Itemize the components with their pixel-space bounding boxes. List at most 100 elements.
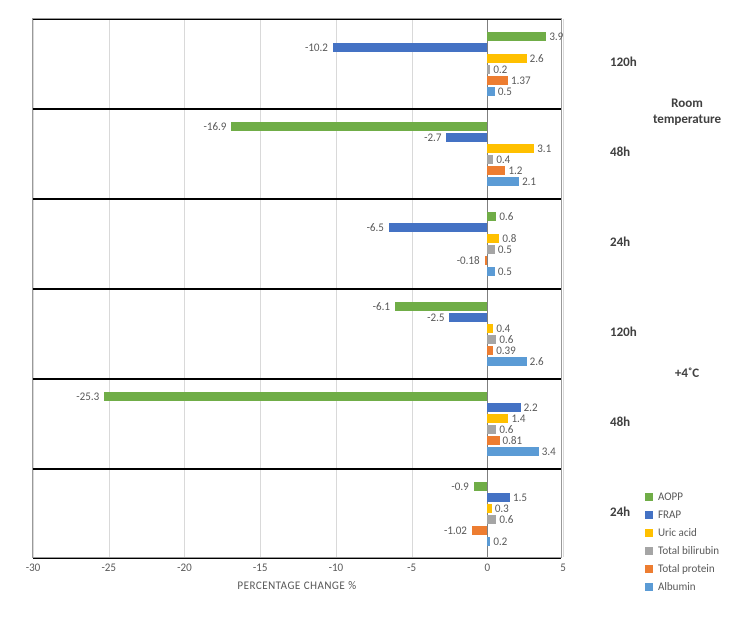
bar-label: 3.4 [542,445,556,458]
legend-label: AOPP [658,490,683,503]
bar-FRAP [389,223,487,232]
x-tick-label: -15 [253,561,268,574]
bar-Total_bilirubin [487,245,495,254]
legend-item: Uric acid [645,526,719,539]
bar-Uric_acid [487,324,493,333]
bar-label: -6.5 [367,221,384,234]
bar-label: 0.6 [499,513,513,526]
bar-label: 1.37 [511,74,531,87]
x-tick-label: -10 [329,561,344,574]
condition-label: Roomtemperature [632,96,742,127]
legend-swatch [645,565,653,573]
bar-AOPP [474,482,488,491]
chart-container: -30-25-20-15-10-505PERCENTAGE CHANGE %3.… [32,18,562,558]
bar-Total_bilirubin [487,335,496,344]
bar-AOPP [487,32,546,41]
bar-Uric_acid [487,144,534,153]
bar-FRAP [449,313,487,322]
bar-Total_protein [485,256,488,265]
legend-item: Total protein [645,562,719,575]
group-label: 24h [610,235,630,250]
bar-Uric_acid [487,504,492,513]
bar-label: -16.9 [204,120,227,133]
bar-AOPP [487,212,496,221]
x-tick-label: -20 [177,561,192,574]
bar-label: -0.18 [457,254,480,267]
bar-label: 1.4 [511,412,525,425]
group-label: 120h [610,55,637,70]
bar-AOPP [104,392,487,401]
bar-Albumin [487,447,538,456]
bar-FRAP [446,133,487,142]
bar-label: -2.7 [424,131,441,144]
bar-label: -6.1 [373,300,390,313]
bar-label: 0.5 [498,243,512,256]
bar-FRAP [333,43,487,52]
plot-area: -30-25-20-15-10-505PERCENTAGE CHANGE %3.… [33,19,561,557]
bar-label: -0.9 [451,480,468,493]
legend-item: AOPP [645,490,719,503]
bar-label: 0.2 [493,63,507,76]
group-box [33,199,561,289]
group-label: 24h [610,505,630,520]
bar-Albumin [487,267,495,276]
bar-label: 2.2 [524,401,538,414]
x-axis-title: PERCENTAGE CHANGE % [237,579,356,592]
bar-Albumin [487,87,495,96]
bar-label: 0.39 [496,344,516,357]
legend-item: FRAP [645,508,719,521]
legend-swatch [645,493,653,501]
x-tick-label: -30 [26,561,41,574]
legend-swatch [645,529,653,537]
bar-label: 0.81 [503,434,523,447]
bar-label: 2.6 [530,52,544,65]
bar-Total_protein [487,436,499,445]
legend-swatch [645,583,653,591]
legend-swatch [645,547,653,555]
bar-Total_protein [487,346,493,355]
bar-Albumin [487,177,519,186]
bar-label: 1.2 [508,164,522,177]
bar-label: 2.1 [522,175,536,188]
x-tick-label: -25 [101,561,116,574]
bar-label: -10.2 [305,41,328,54]
x-tick-label: -5 [407,561,416,574]
bar-label: 0.5 [498,85,512,98]
bar-label: -1.02 [444,524,467,537]
bar-label: 0.6 [499,210,513,223]
group-label: 48h [610,415,630,430]
group-label: 120h [610,325,637,340]
bar-AOPP [231,122,487,131]
legend-item: Total bilirubin [645,544,719,557]
bar-Total_protein [472,526,487,535]
bar-label: 3.1 [537,142,551,155]
bar-Albumin [487,357,526,366]
bar-label: 1.5 [513,491,527,504]
bar-Total_bilirubin [487,155,493,164]
group-label: 48h [610,145,630,160]
grid-line [563,19,564,557]
x-tick-label: 5 [560,561,566,574]
bar-label: 0.5 [498,265,512,278]
bar-Total_bilirubin [487,65,490,74]
bar-label: 0.2 [493,535,507,548]
legend-item: Albumin [645,580,719,593]
condition-label: +4˚C [632,366,742,382]
group-box [33,19,561,109]
legend-label: Total protein [658,562,715,575]
bar-label: -2.5 [427,311,444,324]
legend-label: Albumin [658,580,696,593]
bar-Total_bilirubin [487,425,496,434]
bar-label: -25.3 [76,390,99,403]
bar-label: 3.9 [549,30,563,43]
legend: AOPP FRAP Uric acid Total bilirubin Total pr… [645,490,719,598]
legend-swatch [645,511,653,519]
bar-Total_bilirubin [487,515,496,524]
legend-label: FRAP [658,508,681,521]
legend-label: Uric acid [658,526,697,539]
bar-Total_protein [487,166,505,175]
bar-label: 2.6 [530,355,544,368]
legend-label: Total bilirubin [658,544,719,557]
x-tick-label: 0 [484,561,490,574]
bar-Albumin [487,537,490,546]
